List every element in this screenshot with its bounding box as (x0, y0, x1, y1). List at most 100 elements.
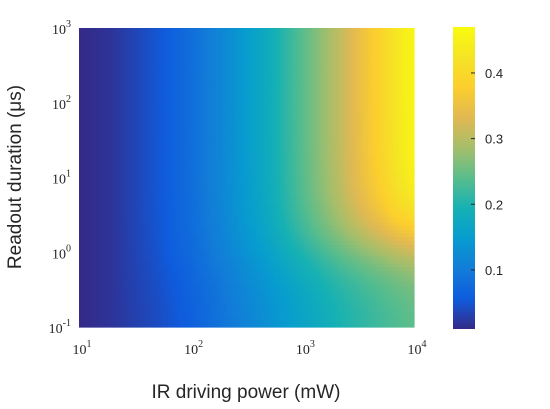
heatmap-cell (115, 91, 120, 96)
heatmap-cell (258, 102, 263, 108)
heatmap-cell (264, 166, 269, 171)
heatmap-cell (264, 136, 269, 141)
heatmap-cell (136, 184, 141, 190)
heatmap-cell (395, 125, 400, 130)
heatmap-cell (188, 196, 193, 201)
heatmap-cell (261, 155, 266, 160)
heatmap-cell (142, 95, 147, 100)
heatmap-cell (289, 140, 293, 145)
heatmap-cell (395, 91, 400, 96)
heatmap-cell (206, 91, 211, 96)
heatmap-cell (237, 106, 242, 111)
heatmap-cell (88, 170, 92, 175)
heatmap-cell (289, 166, 293, 171)
heatmap-cell (228, 121, 232, 126)
heatmap-cell (328, 192, 333, 197)
heatmap-cell (325, 155, 330, 160)
heatmap-cell (322, 50, 327, 55)
heatmap-cell (182, 87, 187, 93)
heatmap-cell (203, 173, 208, 179)
heatmap-cell (91, 147, 95, 152)
heatmap-cell (340, 80, 345, 85)
heatmap-cell (249, 72, 254, 78)
heatmap-cell (283, 28, 287, 33)
heatmap-cell (337, 188, 342, 194)
heatmap-cell (133, 136, 138, 141)
heatmap-cell (234, 192, 238, 197)
heatmap-cell (389, 50, 394, 55)
heatmap-cell (398, 28, 403, 33)
heatmap-cell (395, 39, 400, 44)
heatmap-cell (261, 162, 266, 167)
heatmap-cell (94, 121, 98, 126)
heatmap-cell (389, 125, 394, 130)
heatmap-cell (170, 136, 175, 141)
heatmap-cell (286, 166, 290, 171)
heatmap-cell (392, 28, 397, 33)
heatmap-cell (389, 151, 394, 156)
heatmap-cell (231, 181, 235, 186)
heatmap-cell (167, 61, 171, 66)
heatmap-cell (246, 173, 251, 179)
heatmap-cell (356, 72, 360, 78)
heatmap-cell (295, 170, 299, 175)
heatmap-cell (298, 113, 302, 119)
heatmap-cell (228, 76, 232, 81)
heatmap-cell (295, 57, 299, 63)
heatmap-cell (356, 136, 360, 141)
heatmap-cell (350, 80, 354, 85)
heatmap-cell (173, 42, 178, 48)
heatmap-cell (276, 39, 281, 44)
heatmap-cell (328, 80, 333, 85)
heatmap-cell (82, 102, 86, 108)
heatmap-cell (255, 31, 260, 37)
heatmap-cell (401, 110, 406, 115)
heatmap-cell (331, 128, 336, 134)
heatmap-cell (374, 46, 379, 52)
heatmap-cell (136, 192, 141, 197)
heatmap-cell (127, 102, 132, 108)
heatmap-cell (161, 121, 165, 126)
heatmap-cell (322, 54, 327, 59)
heatmap-cell (158, 54, 162, 59)
heatmap-cell (350, 99, 354, 104)
heatmap-cell (97, 196, 101, 201)
heatmap-cell (161, 80, 165, 85)
heatmap-cell (255, 143, 260, 149)
heatmap-cell (228, 80, 232, 85)
heatmap-cell (225, 84, 229, 89)
heatmap-cell (386, 102, 391, 108)
heatmap-cell (91, 46, 95, 52)
heatmap-cell (319, 136, 324, 141)
heatmap-cell (386, 136, 391, 141)
heatmap-cell (289, 54, 293, 59)
heatmap-cell (298, 155, 302, 160)
heatmap-cell (313, 87, 318, 93)
heatmap-cell (124, 76, 129, 81)
heatmap-cell (328, 69, 333, 74)
heatmap-cell (161, 136, 165, 141)
heatmap-cell (310, 76, 315, 81)
heatmap-cell (164, 132, 168, 137)
heatmap-cell (343, 117, 348, 123)
heatmap-cell (106, 57, 111, 63)
heatmap-cell (118, 42, 123, 48)
heatmap-cell (185, 173, 190, 179)
heatmap-cell (103, 84, 108, 89)
heatmap-cell (237, 140, 242, 145)
heatmap-cell (337, 87, 342, 93)
heatmap-cell (249, 132, 254, 137)
heatmap-cell (185, 99, 190, 104)
heatmap-cell (82, 158, 86, 164)
heatmap-cell (142, 87, 147, 93)
heatmap-cell (365, 128, 369, 134)
heatmap-cell (404, 57, 409, 63)
heatmap-cell (404, 61, 409, 66)
heatmap-cell (109, 155, 114, 160)
heatmap-cell (319, 31, 324, 37)
heatmap-cell (209, 35, 214, 40)
heatmap-cell (298, 31, 302, 37)
heatmap-cell (371, 61, 376, 66)
heatmap-cell (356, 143, 360, 149)
heatmap-cell (124, 42, 129, 48)
